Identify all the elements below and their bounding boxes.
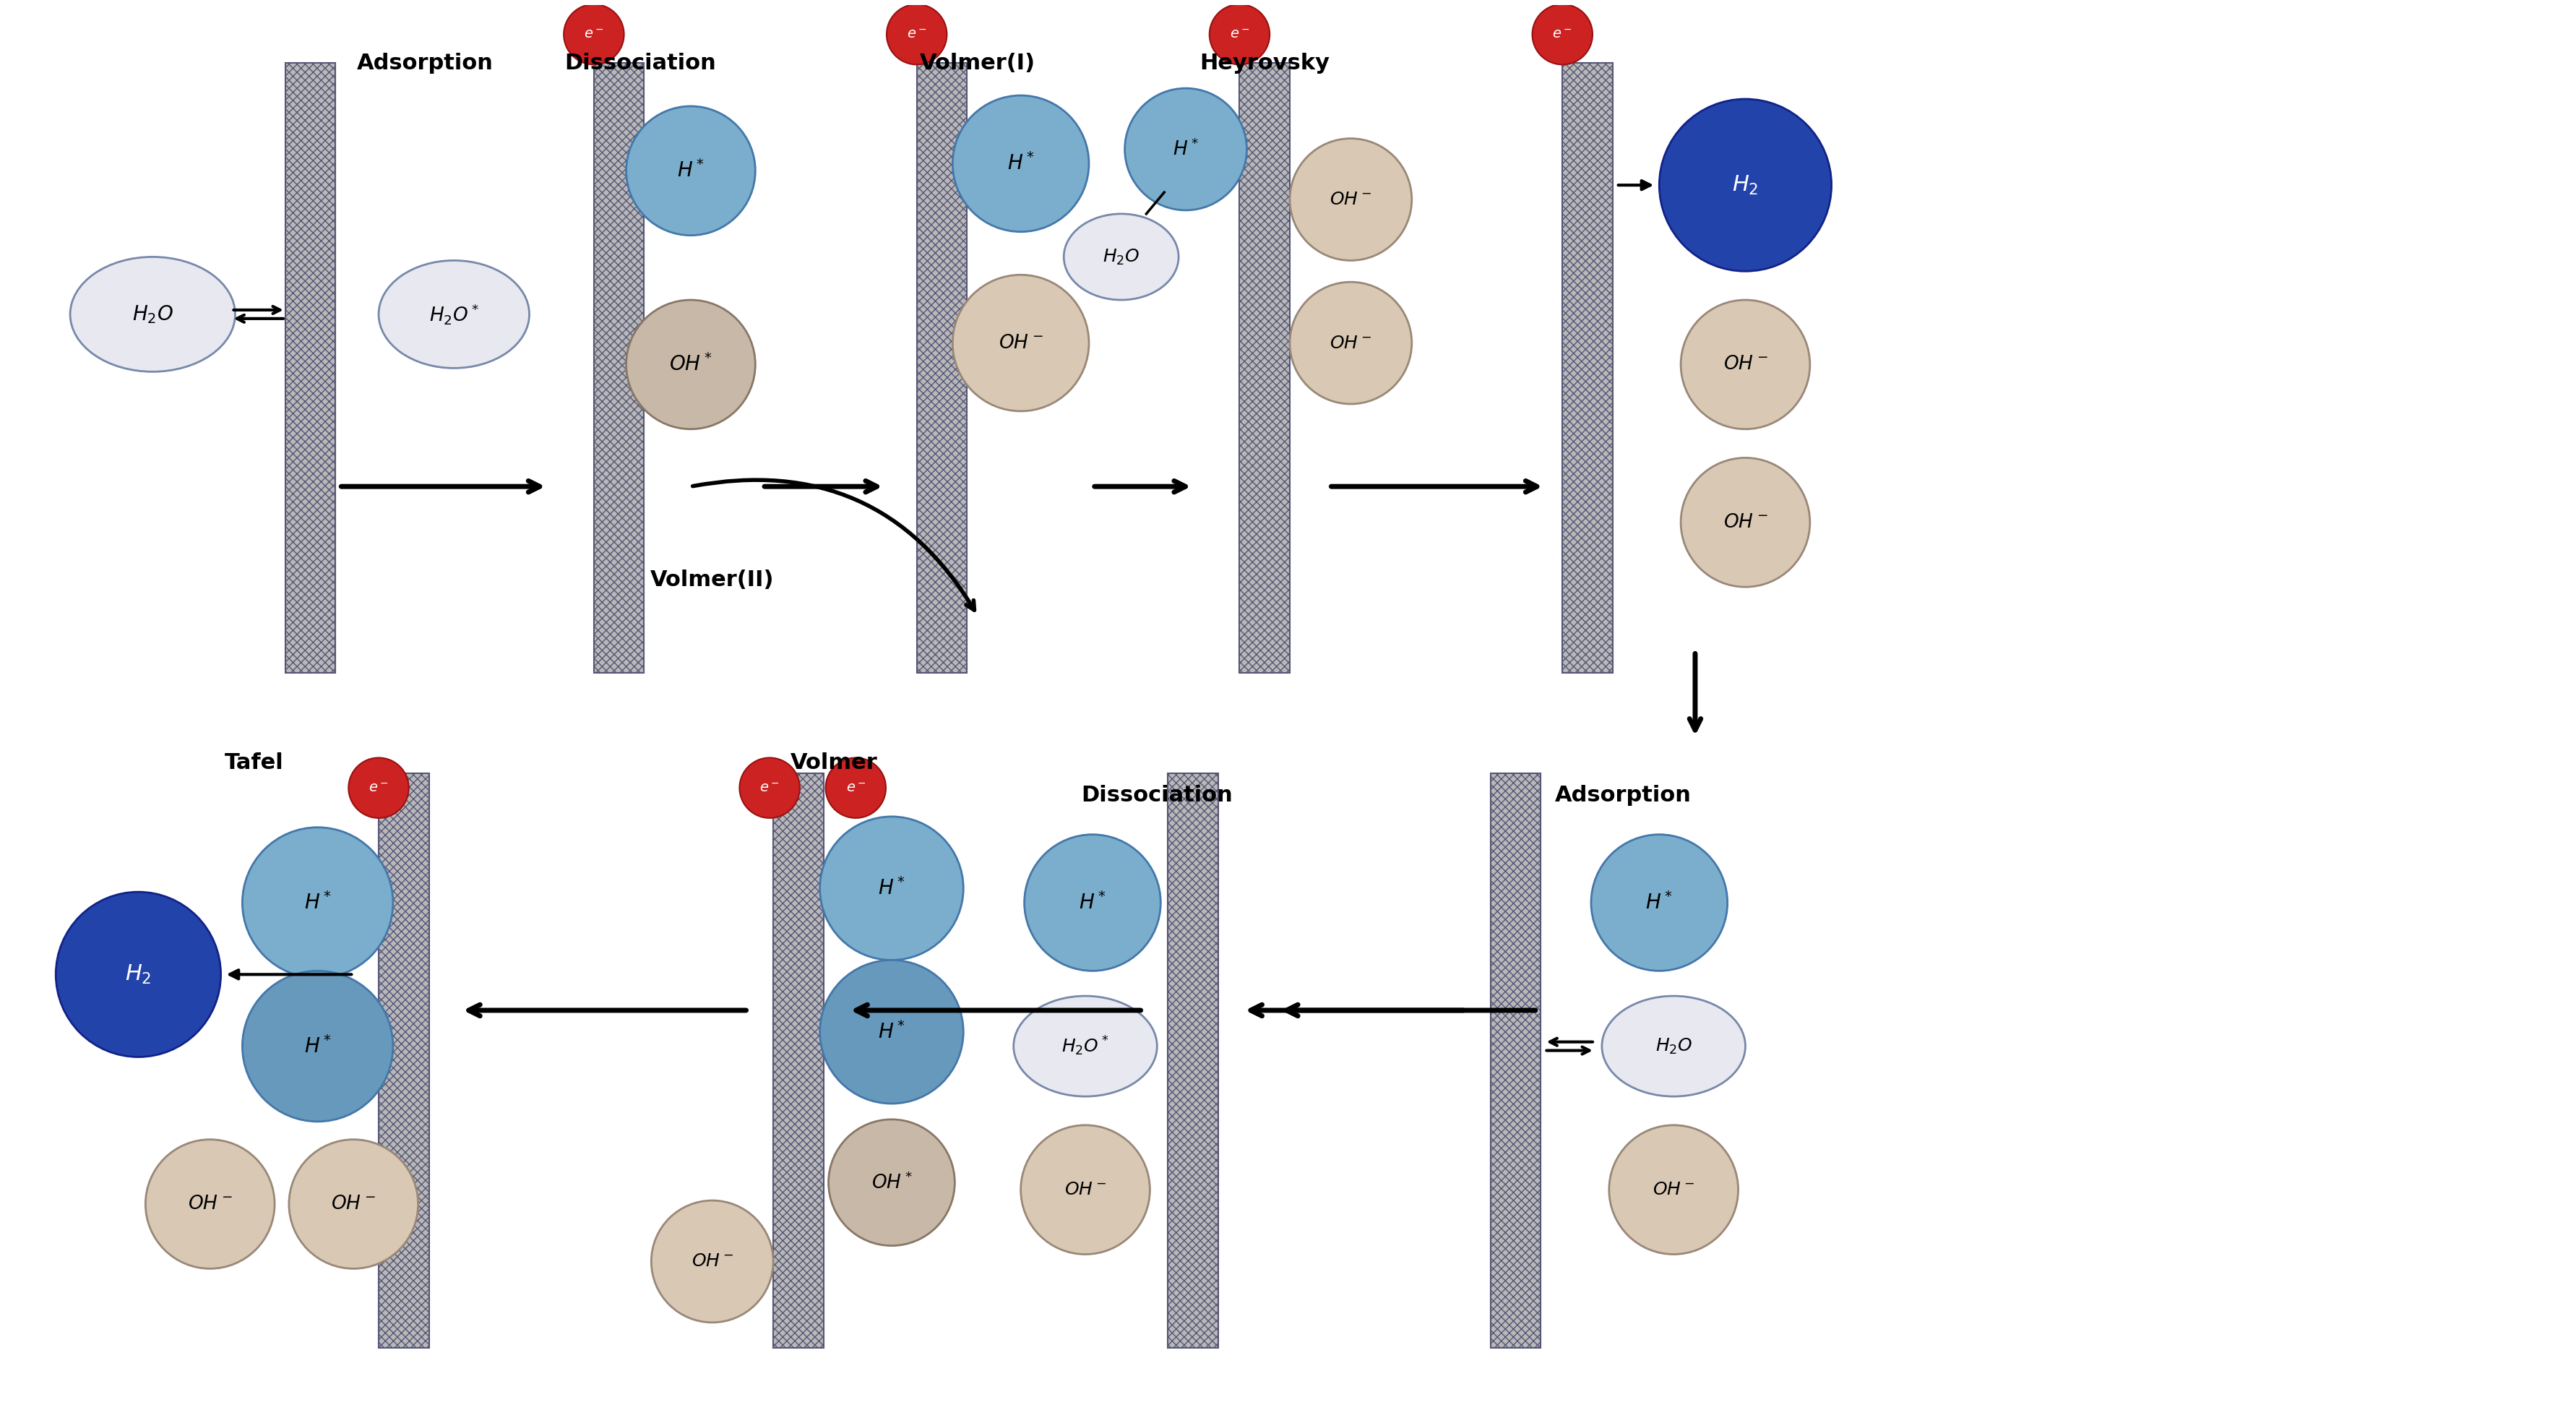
Circle shape [1126,89,1247,210]
Circle shape [953,96,1090,231]
Circle shape [1592,835,1728,971]
Text: $OH^-$: $OH^-$ [1723,355,1767,374]
Circle shape [1680,458,1811,587]
Circle shape [57,893,222,1058]
Ellipse shape [1064,214,1180,300]
Text: $H_2O$: $H_2O$ [1103,247,1139,266]
Circle shape [1025,835,1162,971]
FancyBboxPatch shape [1492,774,1540,1348]
Circle shape [144,1139,276,1269]
Circle shape [1680,300,1811,429]
Circle shape [348,757,410,818]
Circle shape [819,960,963,1104]
Circle shape [242,828,394,979]
Circle shape [1533,4,1592,65]
FancyBboxPatch shape [595,63,644,673]
Text: Adsorption: Adsorption [1556,784,1692,805]
Text: $H^*$: $H^*$ [878,1021,904,1042]
Text: $OH^-$: $OH^-$ [1654,1182,1695,1198]
Circle shape [1020,1125,1149,1255]
Circle shape [827,757,886,818]
Text: $H^*$: $H^*$ [1079,893,1105,914]
Text: $OH^-$: $OH^-$ [1329,334,1373,351]
Text: Dissociation: Dissociation [564,52,716,73]
Text: $H_2$: $H_2$ [126,963,152,986]
Text: $e^-$: $e^-$ [760,781,781,795]
Text: $H^*$: $H^*$ [1172,140,1198,159]
Text: $OH^-$: $OH^-$ [690,1253,734,1270]
Text: $e^-$: $e^-$ [845,781,866,795]
Text: $H^*$: $H^*$ [304,893,332,914]
Text: $OH^*$: $OH^*$ [670,354,714,375]
Text: $e^-$: $e^-$ [585,28,603,41]
Circle shape [289,1139,417,1269]
Circle shape [652,1200,773,1323]
Text: Dissociation: Dissociation [1082,784,1234,805]
Text: $e^-$: $e^-$ [368,781,389,795]
Text: $H_2O$: $H_2O$ [131,303,173,326]
Text: $H^*$: $H^*$ [677,159,703,182]
Circle shape [739,757,799,818]
Text: $H^*$: $H^*$ [304,1035,332,1058]
Circle shape [626,300,755,429]
Circle shape [1291,138,1412,261]
Text: $H_2O^*$: $H_2O^*$ [1061,1035,1110,1058]
Text: $e^-$: $e^-$ [1553,28,1571,41]
Text: $H_2$: $H_2$ [1731,173,1759,196]
Text: Adsorption: Adsorption [358,52,495,73]
FancyBboxPatch shape [1239,63,1291,673]
Text: Tafel: Tafel [224,753,283,773]
Text: $OH^-$: $OH^-$ [1064,1182,1108,1198]
FancyBboxPatch shape [286,63,335,673]
Circle shape [886,4,948,65]
Circle shape [819,816,963,960]
Ellipse shape [70,257,234,372]
Circle shape [829,1120,956,1245]
Text: Volmer(I): Volmer(I) [920,52,1036,73]
Text: $OH^-$: $OH^-$ [1329,190,1373,209]
Circle shape [626,106,755,235]
Text: Volmer: Volmer [791,753,878,773]
Circle shape [953,275,1090,412]
Text: $OH^-$: $OH^-$ [1723,513,1767,532]
Text: $H_2O$: $H_2O$ [1656,1036,1692,1056]
Circle shape [1211,4,1270,65]
Text: $H^*$: $H^*$ [1007,152,1036,175]
FancyBboxPatch shape [773,774,824,1348]
Text: Volmer(II): Volmer(II) [649,570,775,591]
Circle shape [564,4,623,65]
Circle shape [1610,1125,1739,1255]
FancyBboxPatch shape [1564,63,1613,673]
Circle shape [242,971,394,1121]
Text: $OH^-$: $OH^-$ [999,334,1043,352]
Ellipse shape [379,261,528,368]
Text: $e^-$: $e^-$ [907,28,927,41]
FancyBboxPatch shape [917,63,966,673]
Text: $H_2O^*$: $H_2O^*$ [430,302,479,326]
Text: $OH^*$: $OH^*$ [871,1172,912,1193]
Text: $e^-$: $e^-$ [1229,28,1249,41]
FancyBboxPatch shape [1167,774,1218,1348]
Text: Heyrovsky: Heyrovsky [1200,52,1329,73]
Text: $H^*$: $H^*$ [1646,893,1672,914]
Text: $OH^-$: $OH^-$ [188,1194,232,1214]
FancyBboxPatch shape [379,774,428,1348]
Ellipse shape [1012,995,1157,1097]
Text: $OH^-$: $OH^-$ [332,1194,376,1214]
Ellipse shape [1602,995,1747,1097]
Circle shape [1659,99,1832,271]
Text: $H^*$: $H^*$ [878,877,904,900]
Circle shape [1291,282,1412,405]
